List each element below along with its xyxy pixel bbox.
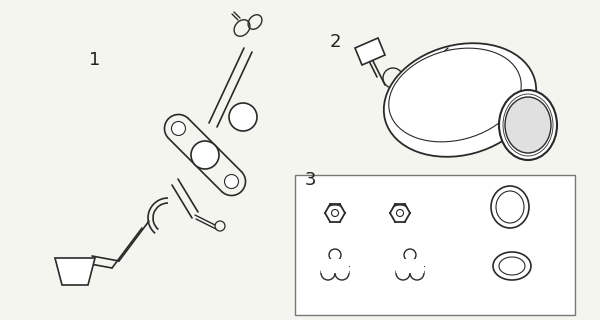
Bar bbox=[396, 259, 424, 273]
Ellipse shape bbox=[505, 97, 551, 153]
Ellipse shape bbox=[404, 249, 416, 261]
Ellipse shape bbox=[389, 48, 521, 142]
Text: 1: 1 bbox=[89, 51, 101, 69]
Ellipse shape bbox=[335, 266, 349, 280]
Ellipse shape bbox=[172, 122, 185, 135]
Ellipse shape bbox=[410, 266, 424, 280]
Ellipse shape bbox=[321, 266, 335, 280]
Ellipse shape bbox=[191, 141, 219, 169]
Ellipse shape bbox=[384, 43, 536, 157]
Ellipse shape bbox=[329, 249, 341, 261]
Bar bbox=[295, 175, 575, 315]
Text: 3: 3 bbox=[304, 171, 316, 189]
Text: 2: 2 bbox=[329, 33, 341, 51]
Ellipse shape bbox=[499, 90, 557, 160]
Polygon shape bbox=[355, 38, 385, 65]
Ellipse shape bbox=[229, 103, 257, 131]
Bar bbox=[321, 259, 349, 273]
Polygon shape bbox=[55, 258, 95, 285]
Ellipse shape bbox=[224, 174, 239, 188]
Ellipse shape bbox=[396, 266, 410, 280]
